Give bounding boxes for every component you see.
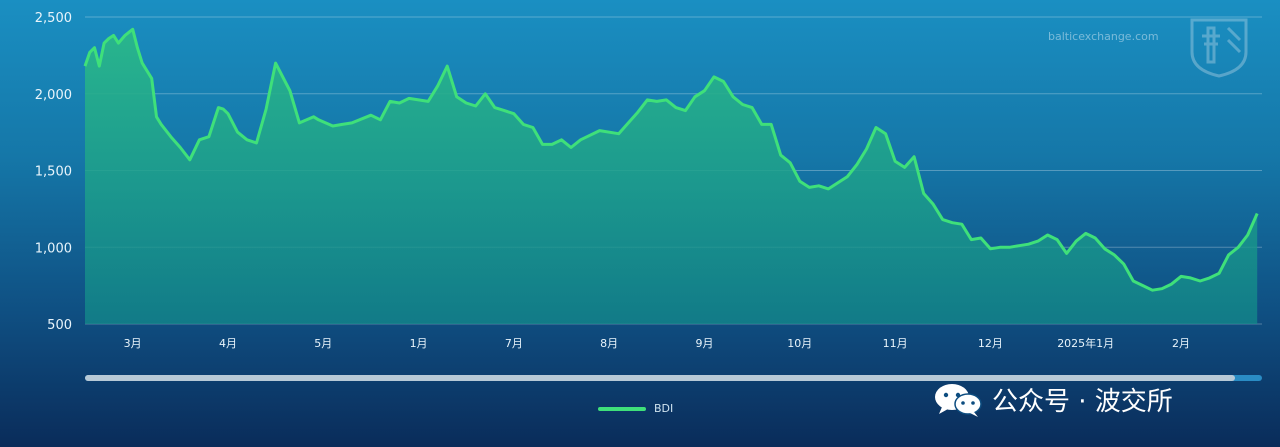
legend[interactable]: BDI — [598, 402, 673, 415]
y-tick-label: 500 — [47, 318, 72, 333]
y-tick-label: 1,000 — [35, 241, 72, 256]
x-tick-label: 2025年1月 — [1057, 336, 1114, 350]
y-tick-label: 1,500 — [35, 165, 72, 180]
y-tick-label: 2,000 — [35, 88, 72, 103]
x-tick-label: 5月 — [314, 337, 332, 350]
wechat-icon — [935, 383, 982, 417]
bdi-series-line — [83, 27, 1259, 292]
x-tick-label: 12月 — [978, 337, 1003, 350]
chart-scrollbar[interactable] — [85, 375, 1262, 381]
x-tick-label: 9月 — [695, 337, 713, 350]
wechat-watermark: 公众号 · 波交所 — [932, 381, 1173, 418]
x-tick-label: 3月 — [124, 337, 142, 350]
x-tick-label: 4月 — [219, 337, 237, 350]
x-axis: 3月 4月 5月 1月 7月 8月 9月 10月 11月 12月 2025年1月 2月 — [124, 336, 1190, 350]
y-tick-label: 2,500 — [35, 11, 72, 26]
scrollbar-thumb[interactable] — [85, 375, 1235, 381]
legend-swatch — [598, 406, 646, 411]
x-tick-label: 1月 — [410, 337, 428, 350]
baltic-exchange-logo-icon — [1190, 18, 1248, 78]
watermark-text: balticexchange.com — [1048, 30, 1159, 43]
bdi-area — [85, 29, 1258, 325]
legend-label: BDI — [654, 402, 674, 415]
x-tick-label: 11月 — [883, 337, 908, 350]
y-axis: 500 1,000 1,500 2,000 2,500 — [35, 11, 72, 333]
x-tick-label: 2月 — [1172, 337, 1190, 350]
x-tick-label: 10月 — [787, 337, 812, 350]
x-tick-label: 8月 — [600, 337, 618, 350]
wechat-account-name: 公众号 · 波交所 — [992, 387, 1173, 417]
x-tick-label: 7月 — [505, 337, 523, 350]
